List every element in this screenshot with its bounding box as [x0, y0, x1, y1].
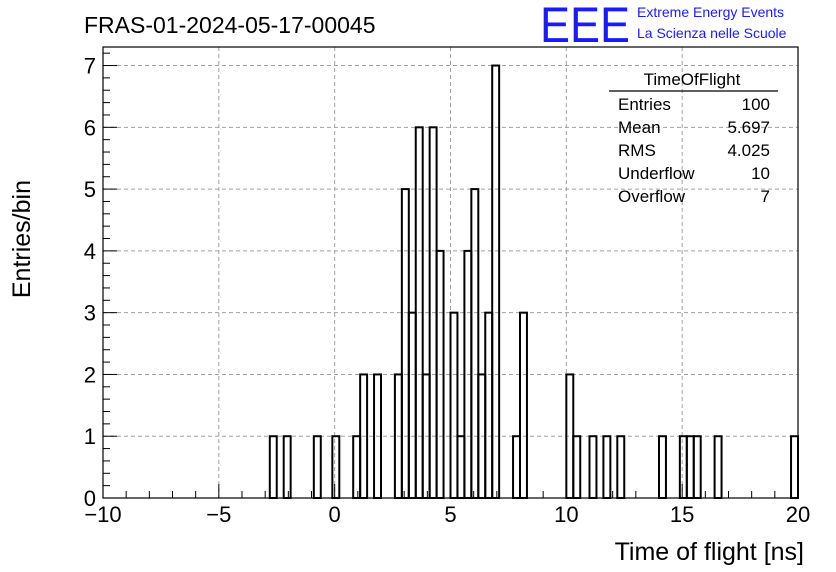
y-tick-label: 3 [84, 301, 96, 326]
logo-line-2: La Scienza nelle Scuole [637, 25, 787, 41]
y-tick-label: 0 [84, 486, 96, 511]
y-tick-label: 5 [84, 177, 96, 202]
x-tick-label: 15 [670, 502, 694, 527]
y-tick-label: 4 [84, 239, 96, 264]
x-tick-label: −5 [206, 502, 231, 527]
stats-row-label: Entries [618, 95, 671, 114]
stats-row-value: 5.697 [727, 118, 770, 137]
y-tick-label: 7 [84, 54, 96, 79]
stats-row-label: Overflow [618, 187, 686, 206]
stats-box: TimeOfFlight Entries 100 Mean 5.697 RMS 4.025… [609, 70, 778, 206]
stats-title: TimeOfFlight [644, 70, 741, 89]
stats-row-label: Mean [618, 118, 661, 137]
stats-rows: Entries 100 Mean 5.697 RMS 4.025 Underflow 10 Ov… [618, 95, 770, 206]
tick-labels: −10 −5 0 5 10 15 20 0 1 2 3 4 5 6 7 [84, 54, 810, 527]
y-tick-label: 6 [84, 115, 96, 140]
y-tick-label: 2 [84, 362, 96, 387]
eee-logo-mark: EEE [540, 0, 630, 53]
y-axis-label: Entries/bin [8, 180, 36, 298]
plot-frame [102, 46, 799, 499]
stats-row-value: 4.025 [727, 141, 770, 160]
logo-line-1: Extreme Energy Events [637, 4, 784, 20]
grid-lines [103, 47, 798, 498]
x-tick-label: 10 [554, 502, 578, 527]
y-tick-label: 1 [84, 424, 96, 449]
stats-row-value: 100 [742, 95, 770, 114]
stats-row-label: Underflow [618, 164, 695, 183]
chart-title: FRAS-01-2024-05-17-00045 [84, 12, 376, 38]
stats-row-value: 7 [761, 187, 770, 206]
x-axis-label: Time of flight [ns] [615, 538, 804, 566]
x-tick-label: 20 [786, 502, 810, 527]
x-tick-label: 5 [444, 502, 456, 527]
x-tick-label: −10 [84, 502, 121, 527]
stats-row-label: RMS [618, 141, 656, 160]
stats-row-value: 10 [751, 164, 770, 183]
x-tick-label: 0 [329, 502, 341, 527]
